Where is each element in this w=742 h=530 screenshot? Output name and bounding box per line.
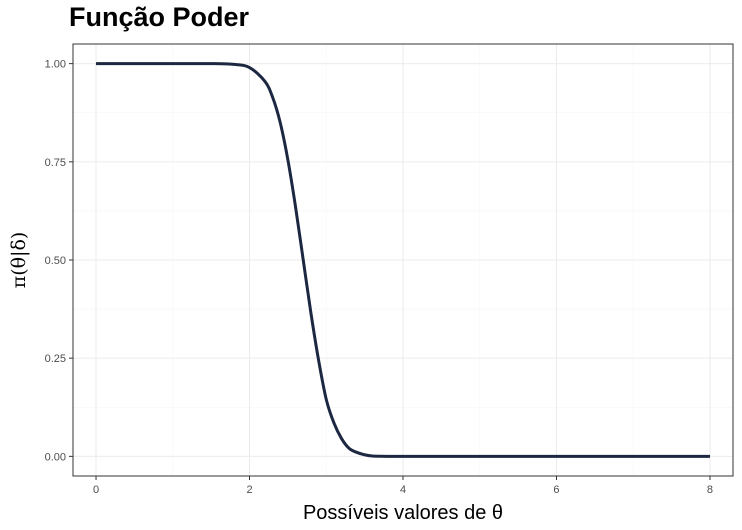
y-axis: 0.00 0.25 0.50 0.75 1.00 — [45, 59, 73, 463]
x-tick-label: 6 — [553, 484, 559, 496]
y-tick-label: 0.00 — [45, 451, 66, 463]
x-tick-label: 2 — [246, 484, 252, 496]
y-axis-title: π(θ|δ) — [8, 232, 30, 289]
x-tick-label: 0 — [93, 484, 99, 496]
y-tick-label: 0.25 — [45, 353, 66, 365]
x-tick-label: 8 — [707, 484, 713, 496]
chart-title: Função Poder — [69, 2, 250, 32]
x-tick-label: 4 — [400, 484, 406, 496]
y-tick-label: 0.75 — [45, 157, 66, 169]
x-axis: 0 2 4 6 8 — [93, 476, 713, 496]
series-layer — [96, 62, 710, 458]
y-tick-label: 1.00 — [45, 59, 66, 71]
x-axis-title: Possíveis valores de θ — [303, 502, 503, 524]
grid-major — [73, 44, 733, 476]
y-tick-label: 0.50 — [45, 255, 66, 267]
series-line — [96, 62, 710, 458]
